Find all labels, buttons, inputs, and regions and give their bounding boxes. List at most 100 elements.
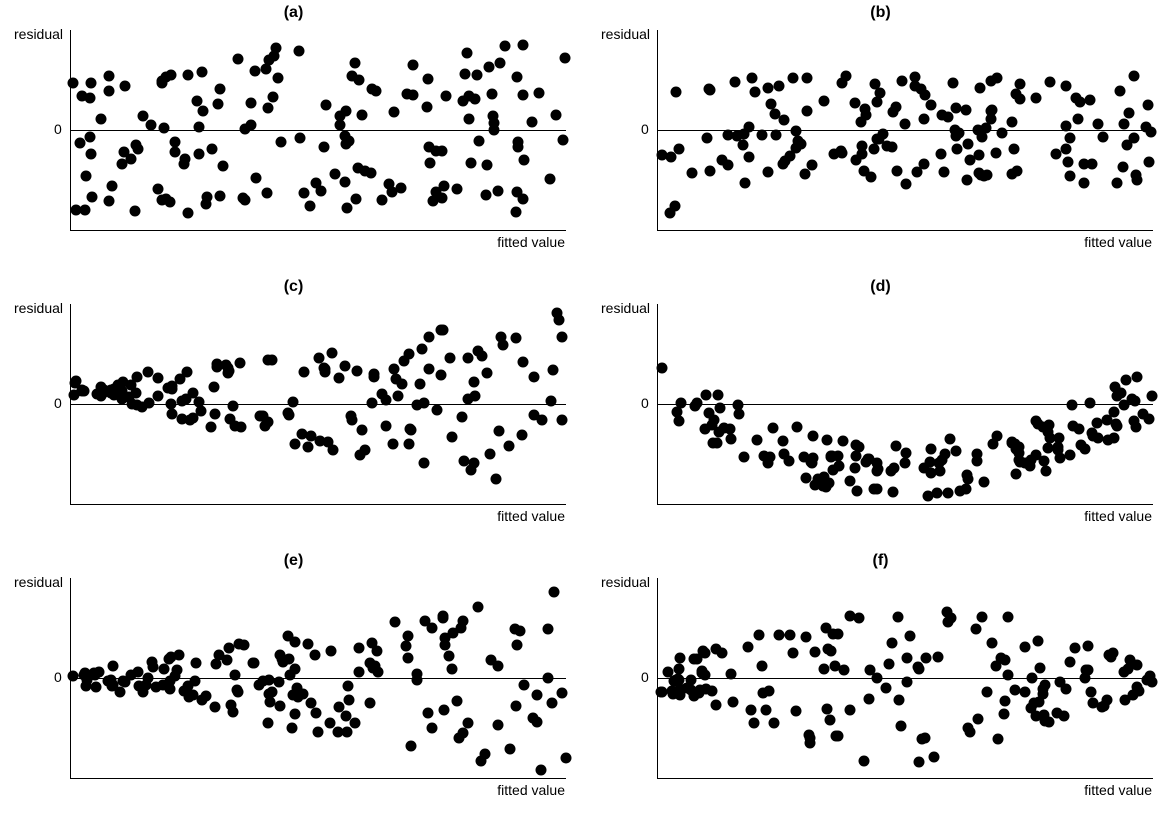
data-point — [264, 55, 275, 66]
data-point — [310, 708, 321, 719]
data-point — [183, 208, 194, 219]
data-point — [218, 161, 229, 172]
data-point — [1060, 121, 1071, 132]
data-point — [705, 166, 716, 177]
data-point — [326, 646, 337, 657]
data-point — [544, 173, 555, 184]
data-point — [1063, 157, 1074, 168]
data-point — [206, 143, 217, 154]
data-point — [738, 452, 749, 463]
data-point — [487, 110, 498, 121]
data-point — [74, 137, 85, 148]
data-point — [841, 71, 852, 82]
data-point — [810, 646, 821, 657]
data-point — [914, 664, 925, 675]
data-point — [742, 641, 753, 652]
y-axis-label: residual — [601, 574, 650, 590]
data-point — [869, 143, 880, 154]
data-point — [305, 201, 316, 212]
data-point — [225, 699, 236, 710]
data-point — [726, 669, 737, 680]
data-point — [1011, 468, 1022, 479]
data-point — [1041, 465, 1052, 476]
data-point — [845, 611, 856, 622]
data-point — [152, 373, 163, 384]
data-point — [514, 625, 525, 636]
data-point — [474, 136, 485, 147]
panel-d: (d)residual0fitted value — [587, 274, 1174, 548]
data-point — [365, 657, 376, 668]
data-point — [887, 141, 898, 152]
data-point — [1091, 418, 1102, 429]
data-point — [294, 45, 305, 56]
data-point — [1082, 664, 1093, 675]
panel-grid: (a)residual0fitted value(b)residual0fitt… — [0, 0, 1174, 822]
data-point — [283, 653, 294, 664]
x-axis-label: fitted value — [485, 782, 565, 798]
data-point — [531, 690, 542, 701]
data-point — [262, 187, 273, 198]
data-point — [1084, 397, 1095, 408]
data-point — [313, 353, 324, 364]
data-point — [406, 740, 417, 751]
data-point — [894, 695, 905, 706]
data-point — [664, 207, 675, 218]
data-point — [194, 122, 205, 133]
data-point — [518, 155, 529, 166]
data-point — [483, 61, 494, 72]
data-point — [673, 664, 684, 675]
data-point — [762, 166, 773, 177]
data-point — [443, 651, 454, 662]
data-point — [1067, 400, 1078, 411]
data-point — [901, 676, 912, 687]
data-point — [408, 60, 419, 71]
data-point — [482, 367, 493, 378]
data-point — [529, 410, 540, 421]
data-point — [209, 702, 220, 713]
data-point — [1123, 108, 1134, 119]
data-point — [457, 96, 468, 107]
data-point — [1043, 427, 1054, 438]
data-point — [738, 129, 749, 140]
data-point — [762, 82, 773, 93]
x-axis-label: fitted value — [1072, 234, 1152, 250]
data-point — [869, 78, 880, 89]
data-point — [205, 422, 216, 433]
data-point — [963, 723, 974, 734]
data-point — [130, 140, 141, 151]
data-point — [932, 487, 943, 498]
data-point — [712, 437, 723, 448]
data-point — [963, 138, 974, 149]
data-point — [543, 672, 554, 683]
data-point — [702, 133, 713, 144]
data-point — [929, 751, 940, 762]
data-point — [771, 130, 782, 141]
data-point — [480, 748, 491, 759]
data-point — [943, 487, 954, 498]
data-point — [999, 695, 1010, 706]
data-point — [166, 70, 177, 81]
data-point — [657, 363, 668, 374]
data-point — [918, 159, 929, 170]
data-point — [493, 426, 504, 437]
data-point — [437, 146, 448, 157]
data-point — [427, 722, 438, 733]
data-point — [730, 76, 741, 87]
data-point — [341, 106, 352, 117]
data-point — [315, 435, 326, 446]
x-axis-label: fitted value — [1072, 782, 1152, 798]
data-point — [472, 70, 483, 81]
data-point — [825, 715, 836, 726]
data-point — [221, 654, 232, 665]
data-point — [913, 756, 924, 767]
data-point — [357, 110, 368, 121]
data-point — [82, 674, 93, 685]
panel-title: (c) — [0, 278, 587, 296]
data-point — [549, 587, 560, 598]
data-point — [715, 402, 726, 413]
data-point — [1074, 97, 1085, 108]
x-axis-label: fitted value — [1072, 508, 1152, 524]
data-point — [1030, 711, 1041, 722]
data-point — [512, 639, 523, 650]
data-point — [295, 132, 306, 143]
